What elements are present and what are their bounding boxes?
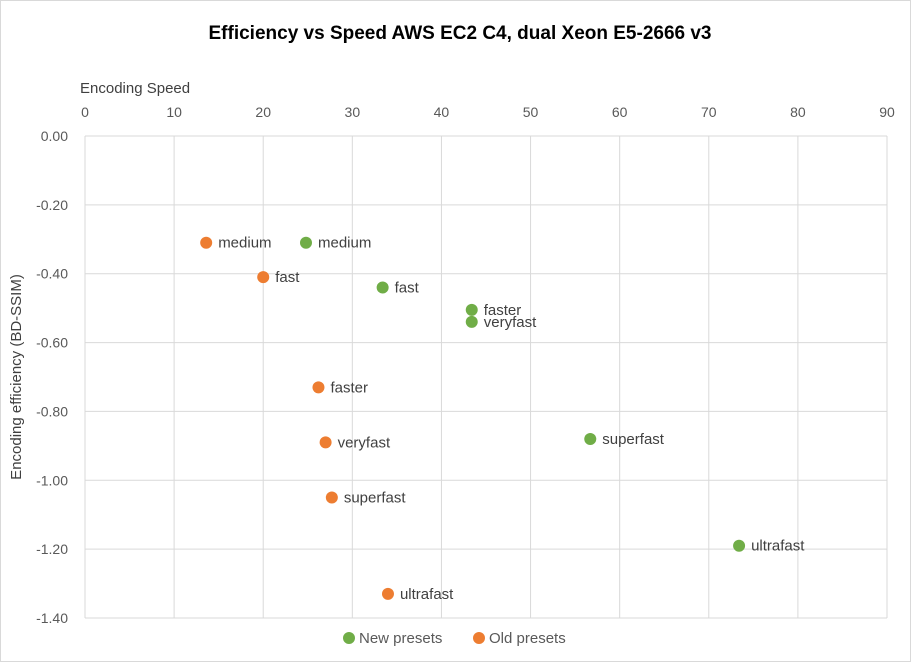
data-point — [299, 236, 312, 249]
data-label: fast — [395, 279, 420, 296]
data-point — [257, 271, 270, 284]
x-tick-label: 30 — [345, 104, 361, 120]
y-tick-label: -1.20 — [36, 541, 68, 557]
y-tick-label: -1.40 — [36, 610, 68, 626]
legend-marker — [473, 632, 485, 644]
x-tick-label: 70 — [701, 104, 717, 120]
data-point — [584, 432, 597, 445]
chart-title: Efficiency vs Speed AWS EC2 C4, dual Xeo… — [209, 23, 712, 44]
gridlines — [84, 135, 888, 619]
data-point — [325, 491, 338, 504]
data-label: ultrafast — [400, 586, 454, 603]
x-tick-label: 80 — [790, 104, 806, 120]
x-tick-label: 10 — [166, 104, 182, 120]
y-tick-label: 0.00 — [41, 128, 68, 144]
y-tick-label: -1.00 — [36, 472, 68, 488]
x-tick-label: 20 — [255, 104, 271, 120]
data-point — [381, 587, 394, 600]
x-axis-label: Encoding Speed — [80, 80, 190, 97]
legend-marker — [343, 632, 355, 644]
data-point — [200, 236, 213, 249]
data-label: veryfast — [338, 434, 391, 451]
data-label: faster — [330, 379, 368, 396]
data-label: superfast — [602, 431, 665, 448]
x-tick-label: 50 — [523, 104, 539, 120]
data-point — [376, 281, 389, 294]
y-tick-label: -0.20 — [36, 197, 68, 213]
x-tick-label: 40 — [434, 104, 450, 120]
x-tick-label: 60 — [612, 104, 628, 120]
y-tick-label: -0.60 — [36, 335, 68, 351]
data-point — [733, 539, 746, 552]
data-label: fast — [275, 269, 300, 286]
x-tick-label: 0 — [81, 104, 89, 120]
data-points: mediumfastfasterveryfastsuperfastultrafa… — [200, 235, 805, 603]
data-label: veryfast — [484, 314, 537, 331]
data-label: medium — [318, 235, 371, 252]
data-point — [312, 381, 325, 394]
data-label: faster — [484, 302, 522, 319]
legend-entry: Old presets — [489, 630, 566, 647]
data-label: superfast — [344, 490, 407, 507]
data-point — [465, 315, 478, 328]
data-point — [465, 303, 478, 316]
legend: New presets Old presets — [343, 630, 566, 647]
data-point — [319, 436, 332, 449]
y-tick-label: -0.80 — [36, 403, 68, 419]
y-tick-label: -0.40 — [36, 266, 68, 282]
data-label: medium — [218, 235, 271, 252]
axis-ticks: 0 10 20 30 40 50 60 70 80 90 0.00 -0.20 -0.40 -0.60 -0… — [36, 104, 895, 626]
y-axis-label: Encoding efficiency (BD-SSIM) — [8, 274, 25, 480]
legend-entry: New presets — [359, 630, 442, 647]
data-label: ultrafast — [751, 538, 805, 555]
x-tick-label: 90 — [879, 104, 895, 120]
